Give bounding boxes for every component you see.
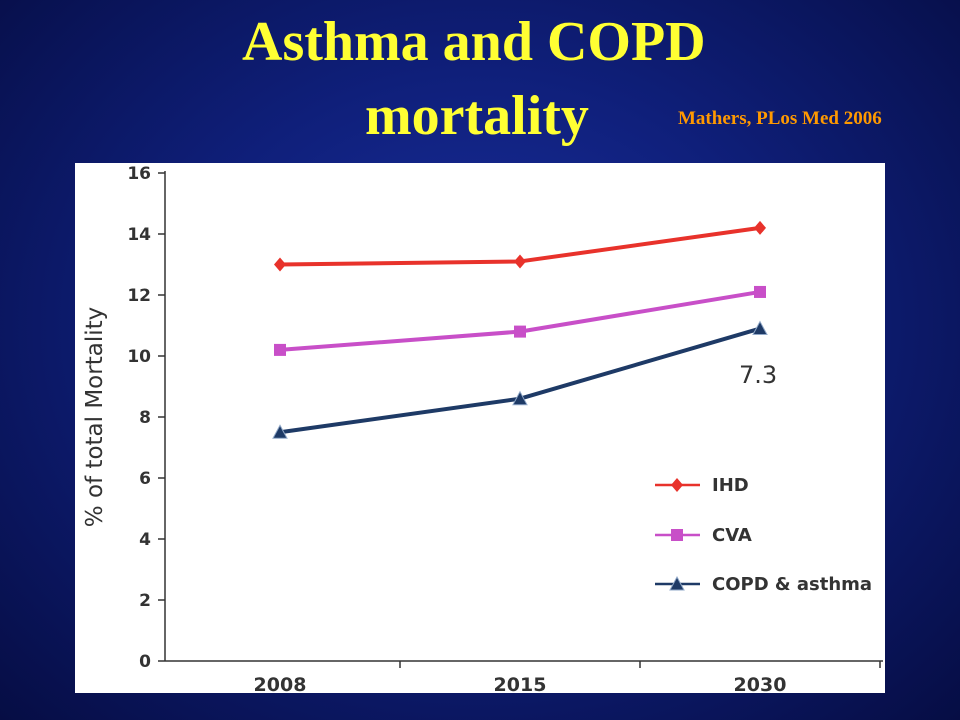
y-tick-label: 14 xyxy=(127,225,151,245)
y-tick-label: 6 xyxy=(139,469,151,489)
data-point xyxy=(754,285,766,298)
data-point xyxy=(512,390,528,406)
x-tick-label: 2008 xyxy=(254,674,307,693)
slide-title-line1: Asthma and COPD xyxy=(242,11,706,73)
y-axis-label: % of total Mortality xyxy=(82,307,108,527)
y-tick-label: 4 xyxy=(139,530,151,550)
y-tick-label: 12 xyxy=(127,286,151,306)
legend-marker xyxy=(669,575,685,591)
legend-label: COPD & asthma xyxy=(712,574,872,595)
y-tick-label: 10 xyxy=(127,347,151,367)
series-line xyxy=(279,289,761,352)
slide-title-line2: mortality xyxy=(365,85,589,147)
mortality-line-chart: 0 2 4 6 8 10 12 14 16 % of total Mortality 2008 201… xyxy=(75,163,885,693)
chart-axes: 0 2 4 6 8 10 12 14 16 % of total Mortality 2008 201… xyxy=(82,164,883,693)
chart-series xyxy=(272,220,768,439)
legend-marker xyxy=(671,478,683,492)
data-point xyxy=(274,343,286,356)
data-point xyxy=(272,424,288,439)
legend-marker xyxy=(671,529,683,541)
y-tick-label: 2 xyxy=(139,591,151,611)
data-point xyxy=(514,325,526,338)
y-tick-label: 0 xyxy=(139,652,151,672)
chart-annotations: 7.3 xyxy=(739,361,777,389)
legend-label: CVA xyxy=(712,525,752,546)
legend-label: IHD xyxy=(712,475,749,496)
chart-legend: IHD CVA COPD & asthma xyxy=(655,475,872,595)
y-tick-label: 16 xyxy=(127,164,151,184)
annotation-label: 7.3 xyxy=(739,361,777,389)
data-point xyxy=(274,257,286,272)
data-point xyxy=(752,320,768,336)
x-tick-label: 2030 xyxy=(734,674,787,693)
data-point xyxy=(754,220,766,235)
citation: Mathers, PLos Med 2006 xyxy=(678,108,882,129)
data-point xyxy=(514,254,526,269)
y-tick-label: 8 xyxy=(139,408,151,428)
x-tick-label: 2015 xyxy=(494,674,547,693)
